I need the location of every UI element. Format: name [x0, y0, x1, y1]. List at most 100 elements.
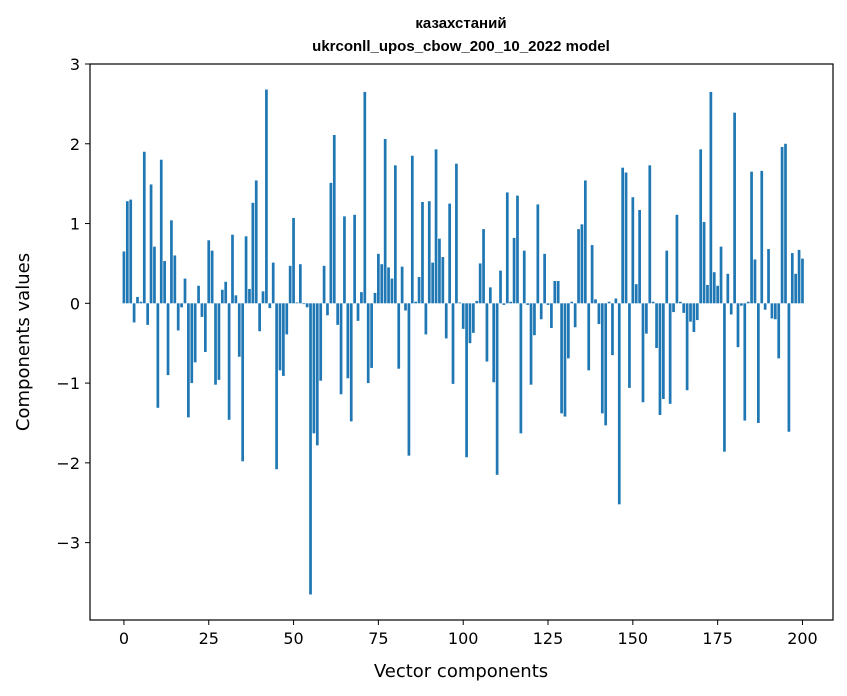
- y-tick-label-6: 3: [70, 55, 80, 74]
- bar-123: [539, 303, 543, 320]
- bar-137: [587, 303, 591, 371]
- bar-110: [495, 303, 499, 475]
- bar-25: [207, 240, 211, 304]
- bar-193: [777, 303, 781, 359]
- bar-189: [763, 303, 767, 310]
- bar-147: [621, 167, 625, 304]
- bar-93: [438, 238, 441, 304]
- bar-113: [505, 192, 509, 304]
- bar-40: [258, 303, 261, 332]
- bar-33: [234, 295, 238, 304]
- bar-182: [740, 303, 743, 306]
- bar-42: [265, 89, 268, 304]
- bar-105: [478, 263, 482, 304]
- bar-125: [546, 303, 550, 305]
- bar-178: [726, 273, 730, 304]
- bar-152: [638, 209, 641, 304]
- bar-92: [434, 149, 438, 304]
- bar-135: [580, 224, 584, 304]
- bar-76: [380, 264, 384, 304]
- bar-183: [743, 303, 747, 421]
- bar-17: [180, 303, 183, 308]
- y-axis-ticks: −3 −2 −1 0 1 2 3: [56, 55, 90, 553]
- bar-170: [699, 149, 703, 304]
- bar-69: [356, 303, 360, 321]
- bar-108: [488, 287, 492, 304]
- bar-146: [617, 303, 621, 505]
- bar-75: [377, 253, 380, 304]
- bar-28: [217, 303, 221, 380]
- chart-title-line1: казахстаний: [415, 15, 506, 32]
- bar-119: [526, 303, 530, 305]
- bar-173: [709, 91, 713, 304]
- bar-196: [787, 303, 791, 432]
- bar-158: [658, 303, 662, 415]
- bar-11: [159, 159, 163, 304]
- bar-82: [400, 266, 404, 304]
- y-tick-label-5: 2: [70, 135, 80, 154]
- y-axis-label: Components values: [13, 253, 34, 431]
- bar-47: [282, 303, 285, 376]
- bar-98: [455, 163, 458, 304]
- bar-2: [129, 199, 133, 304]
- bar-179: [729, 303, 733, 315]
- bar-24: [203, 303, 207, 352]
- bar-86: [414, 301, 418, 304]
- bar-48: [285, 303, 289, 335]
- bar-61: [329, 182, 333, 304]
- bar-143: [607, 301, 611, 304]
- bar-160: [665, 250, 669, 304]
- bar-13: [166, 303, 170, 376]
- bar-103: [472, 303, 475, 333]
- bar-144: [611, 303, 614, 356]
- bar-87: [417, 276, 421, 304]
- bar-89: [424, 303, 428, 335]
- bar-99: [458, 302, 462, 304]
- bar-136: [583, 180, 587, 304]
- bar-12: [163, 261, 166, 304]
- bar-1: [125, 201, 129, 304]
- bar-172: [706, 284, 709, 304]
- bar-23: [200, 303, 204, 317]
- bar-91: [431, 262, 435, 304]
- bar-55: [309, 303, 312, 595]
- bar-96: [448, 203, 451, 304]
- bar-175: [716, 285, 719, 304]
- bar-4: [136, 296, 139, 304]
- bar-148: [624, 172, 628, 304]
- bar-180: [733, 112, 736, 304]
- bar-116: [516, 195, 519, 304]
- bar-194: [780, 146, 784, 304]
- y-tick-label-1: −2: [56, 454, 80, 473]
- bar-78: [387, 267, 390, 304]
- bar-101: [465, 303, 468, 458]
- bar-63: [336, 303, 340, 325]
- bar-120: [529, 303, 533, 385]
- bar-77: [383, 138, 387, 304]
- bar-161: [668, 303, 672, 404]
- bar-27: [214, 303, 217, 385]
- y-tick-label-2: −1: [56, 374, 80, 393]
- bar-140: [597, 303, 601, 325]
- bar-190: [767, 249, 770, 304]
- bar-142: [604, 303, 608, 426]
- bar-49: [288, 265, 292, 304]
- bar-191: [770, 303, 774, 319]
- bar-124: [543, 253, 546, 304]
- x-tick-label-5: 125: [533, 629, 564, 648]
- bar-165: [682, 303, 686, 313]
- bar-121: [533, 303, 536, 336]
- bar-32: [231, 234, 234, 304]
- bar-64: [339, 303, 343, 395]
- x-tick-label-7: 175: [702, 629, 733, 648]
- bar-88: [421, 202, 424, 304]
- x-tick-label-2: 50: [283, 629, 303, 648]
- bar-31: [227, 303, 231, 420]
- bar-30: [224, 281, 228, 304]
- bar-167: [689, 303, 692, 322]
- bar-132: [570, 301, 574, 304]
- bar-104: [475, 300, 479, 304]
- bar-43: [268, 303, 272, 309]
- bar-72: [366, 303, 370, 384]
- bar-66: [346, 303, 350, 379]
